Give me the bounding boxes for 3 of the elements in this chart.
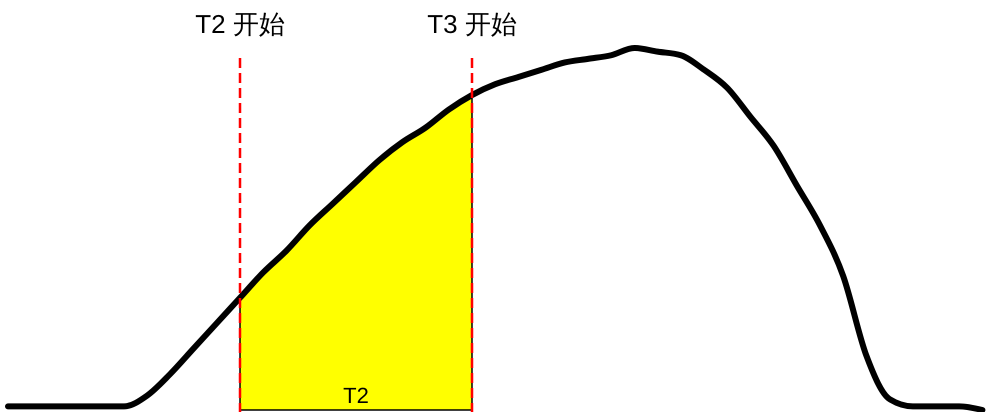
- text: T2 开始: [195, 9, 285, 39]
- series-label: T2: [343, 383, 369, 408]
- text: T3 开始: [427, 9, 517, 39]
